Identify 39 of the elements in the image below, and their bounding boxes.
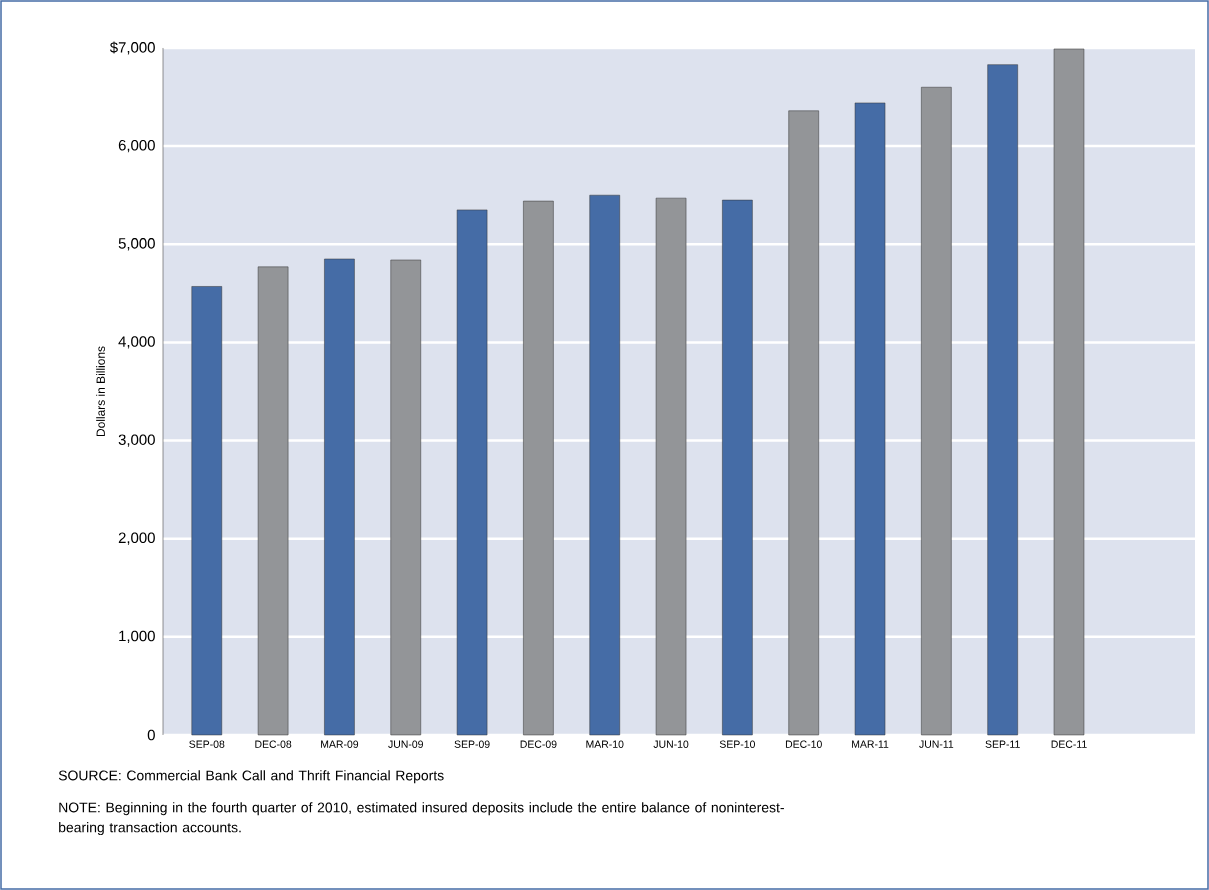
x-tick-label: JUN-11: [919, 740, 954, 748]
bar: [854, 102, 886, 736]
x-tick-label: JUN-10: [653, 740, 689, 748]
x-tick-label: MAR-11: [852, 740, 889, 748]
text: NOTE: Beginning in the fourth quarter of 2010, estimated insured deposits include the entire balance of noninterest-bearing transaction accounts.: [59, 802, 784, 836]
x-tick-label: DEC-11: [1051, 740, 1087, 748]
bar: [987, 64, 1018, 736]
bar: [191, 286, 223, 736]
y-tick-label: 6,000: [118, 139, 155, 153]
x-tick-label: DEC-09: [520, 740, 557, 748]
x-tick-label: SEP-10: [719, 740, 755, 748]
y-tick-label: 1,000: [119, 630, 155, 644]
bar: [324, 258, 355, 736]
bar: [1053, 48, 1085, 736]
bar: [257, 266, 289, 736]
x-tick-label: DEC-10: [785, 740, 822, 748]
bar: [589, 194, 620, 736]
bar: [456, 209, 488, 736]
y-tick-label: 2,000: [118, 532, 155, 545]
x-tick-label: SEP-11: [985, 740, 1020, 748]
y-tick-label: 5,000: [118, 238, 155, 251]
y-tick-label: 4,000: [118, 336, 155, 349]
bar: [921, 86, 952, 736]
y-axis-title: Dollars in Billions: [96, 346, 105, 437]
y-tick-label: 3,000: [118, 434, 155, 447]
x-tick-label: MAR-09: [321, 740, 359, 748]
y-tick-label: 0: [147, 729, 155, 741]
source-note: SOURCE: Commercial Bank Call and Thrift Financial Reports: [58, 770, 444, 784]
bar: [390, 259, 422, 736]
x-tick-label: MAR-10: [586, 740, 624, 748]
x-tick-label: JUN-09: [388, 740, 423, 748]
bar: [788, 110, 819, 736]
bar: [655, 197, 687, 736]
bar: [523, 200, 554, 736]
y-tick-label: $7,000: [109, 41, 155, 55]
bar: [722, 199, 753, 736]
x-tick-label: SEP-09: [454, 740, 490, 748]
x-tick-label: DEC-08: [255, 740, 292, 748]
x-tick-label: SEP-08: [189, 740, 225, 748]
